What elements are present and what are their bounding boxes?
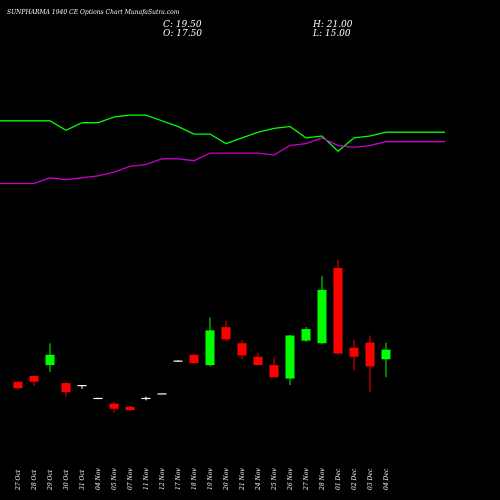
candle-body [61,383,71,393]
candle-30-oct [61,382,71,397]
candle-20-nov [221,320,231,342]
candle-03-dec [365,335,375,393]
date-tick-label: 30 Oct [63,469,70,490]
candle-12-nov [157,393,167,395]
candle-body [333,268,343,354]
date-tick-label: 27 Nov [303,468,310,491]
open-value: O: 17.50 [163,29,203,39]
date-tick-label: 28 Oct [31,469,38,491]
candle-body [77,385,87,387]
candle-body [29,376,39,382]
candle-body [237,343,247,356]
date-tick-label: 07 Nov [127,468,134,490]
date-tick-label: 20 Nov [223,468,230,491]
chart-title: SUNPHARMA 1940 CE Options Chart MunafaSu… [7,9,180,16]
candle-27-nov [301,327,311,342]
candle-25-nov [269,357,279,378]
close-value: C: 19.50 [163,20,202,30]
date-tick-label: 02 Dec [351,468,358,490]
candle-body [349,347,359,357]
candle-02-dec [349,340,359,371]
candle-body [269,365,279,378]
date-tick-label: 12 Nov [159,468,166,490]
candle-04-nov [93,397,103,400]
date-tick-label: 21 Nov [239,468,246,491]
date-axis: 27 Oct 28 Oct 29 Oct 30 Oct 31 Oct 04 Nov 05 N… [15,468,390,491]
candle-body [253,356,263,366]
candle-07-nov [125,406,135,412]
date-tick-label: 17 Nov [175,468,182,490]
date-tick-label: 04 Nov [95,468,102,490]
candle-21-nov [237,340,247,360]
date-tick-label: 04 Dec [383,468,390,490]
date-tick-label: 11 Nov [143,468,150,490]
date-tick-label: 27 Oct [15,469,22,491]
candle-24-nov [253,352,263,366]
date-tick-label: 01 Dec [335,468,342,490]
candle-31-oct [77,385,87,389]
candle-body [301,329,311,341]
candle-29-oct [45,343,55,373]
candle-01-dec [333,259,343,355]
date-tick-label: 18 Nov [191,468,198,490]
date-tick-label: 24 Nov [255,468,262,491]
date-tick-label: 19 Nov [207,468,214,490]
candle-11-nov [141,396,151,401]
candle-body [173,360,183,362]
candle-05-nov [109,401,119,413]
candle-body [13,381,23,389]
candle-body [221,327,231,340]
date-tick-label: 05 Nov [111,468,118,490]
candle-body [381,349,391,360]
candle-body [157,393,167,395]
candle-body [205,330,215,366]
indicator-line-2 [0,137,445,185]
candle-body [189,354,199,364]
candle-body [285,335,295,379]
candles [13,259,391,413]
candle-body [125,406,135,411]
candle-26-nov [285,334,295,385]
candle-28-oct [29,376,39,386]
date-tick-label: 26 Nov [287,468,294,491]
date-tick-label: 25 Nov [271,468,278,491]
candle-18-nov [189,354,199,364]
candle-body [109,403,119,409]
high-value: H: 21.00 [313,20,353,30]
low-value: L: 15.00 [313,29,351,39]
candle-body [45,354,55,366]
indicator-line-1 [0,114,445,153]
indicator-lines [0,114,445,185]
candle-19-nov [205,317,215,367]
candle-28-nov [317,275,327,345]
date-tick-label: 03 Dec [367,468,374,490]
candle-body [365,342,375,367]
candle-27-oct [13,381,23,390]
date-tick-label: 29 Oct [47,469,54,491]
candle-body [93,397,103,400]
candle-body [141,397,151,400]
candle-body [317,289,327,344]
date-tick-label: 31 Oct [79,469,86,490]
date-tick-label: 28 Nov [319,468,326,491]
candle-04-dec [381,342,391,378]
candle-17-nov [173,359,183,362]
